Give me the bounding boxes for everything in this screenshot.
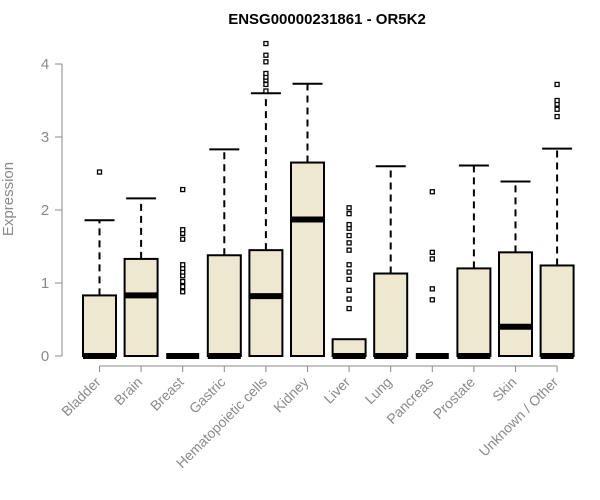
outlier-point (263, 70, 269, 77)
outlier-point (346, 232, 352, 239)
box-rect (373, 272, 409, 358)
box-group (248, 40, 284, 357)
x-tick-label: Bladder (58, 374, 104, 420)
y-tick-label: 1 (41, 275, 49, 292)
x-tick-label: Lung (361, 374, 394, 407)
outlier-point (346, 287, 352, 293)
outlier-point (180, 262, 186, 268)
x-tick-label: Unknown / Other (476, 374, 562, 460)
box-group (123, 197, 159, 357)
y-tick-label: 2 (41, 202, 49, 219)
box-rect (456, 267, 492, 357)
outlier-point (346, 210, 352, 217)
box-group (206, 148, 242, 359)
box-rect (498, 251, 533, 357)
x-tick-label: Prostate (430, 374, 478, 422)
y-axis: 0 1 2 3 4 (41, 56, 63, 365)
outlier-point (180, 283, 186, 290)
outlier-point (554, 106, 560, 112)
outlier-point (346, 276, 352, 283)
box-group (415, 189, 449, 359)
box-group (539, 81, 575, 359)
box-rect (123, 257, 159, 357)
outlier-point (429, 249, 435, 255)
outlier-point (180, 227, 186, 233)
outlier-point (263, 52, 269, 58)
y-axis-label: Expression (0, 162, 17, 236)
outlier-point (346, 305, 352, 312)
box-rect (248, 249, 284, 357)
y-tick-label: 3 (41, 129, 49, 146)
outlier-point (346, 262, 352, 268)
box-rect (539, 264, 575, 358)
outlier-point (346, 296, 352, 302)
x-tick-label: Kidney (270, 374, 312, 416)
outlier-point (346, 247, 352, 253)
box-group (166, 186, 200, 359)
outlier-point (180, 236, 186, 242)
box-rect (206, 254, 242, 357)
outlier-point (554, 81, 560, 88)
outlier-point (346, 269, 352, 275)
box-group (82, 169, 117, 359)
box-group (331, 205, 367, 359)
outlier-point (263, 59, 269, 65)
outlier-point (346, 205, 352, 211)
box-group (456, 164, 492, 359)
outlier-point (263, 40, 269, 47)
outlier-point (180, 289, 186, 295)
outlier-point (429, 256, 435, 262)
y-tick-label: 4 (41, 56, 49, 73)
outlier-point (346, 240, 352, 246)
boxes (82, 40, 575, 359)
outlier-point (180, 186, 186, 193)
chart-title: ENSG00000231861 - OR5K2 (228, 11, 426, 28)
x-tick-label: Liver (320, 374, 353, 407)
outlier-point (429, 297, 435, 303)
outlier-point (554, 97, 560, 104)
box-rect (82, 294, 117, 358)
x-tick-label: Breast (147, 374, 187, 414)
x-tick-label: Brain (111, 374, 145, 408)
outlier-point (429, 286, 435, 292)
box-rect (290, 161, 325, 357)
outlier-point (263, 88, 269, 94)
y-tick-label: 0 (41, 348, 49, 365)
outlier-point (429, 189, 435, 195)
x-tick-label: Skin (489, 374, 520, 405)
outlier-point (263, 81, 269, 88)
box-group (373, 165, 409, 359)
outlier-point (180, 278, 186, 285)
outlier-point (96, 169, 103, 175)
box-group (290, 82, 325, 357)
box-group (498, 180, 533, 357)
outlier-point (554, 113, 560, 120)
outlier-point (346, 221, 352, 228)
